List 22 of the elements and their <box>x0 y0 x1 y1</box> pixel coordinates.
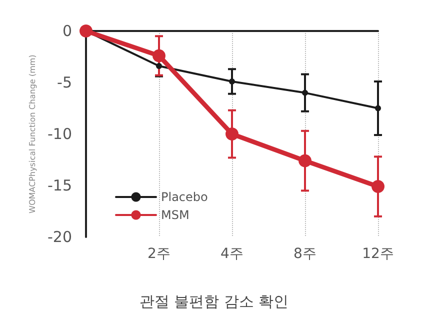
y-tick-label: -5 <box>57 74 72 92</box>
point <box>226 128 238 140</box>
x-tick-label: 4주 <box>220 246 244 262</box>
text: 관절 불편함 감소 확인 <box>139 292 289 310</box>
y-axis-title: WOMACPhysical Function Change (mm) <box>28 54 38 214</box>
y-tick-label: 0 <box>62 22 72 40</box>
point <box>298 154 312 168</box>
point <box>302 90 308 96</box>
x-tick-label: 2주 <box>148 246 170 262</box>
point <box>375 105 381 112</box>
x-tick-label: 8주 <box>294 246 316 262</box>
legend-label: Placebo <box>161 190 208 204</box>
point <box>372 180 384 194</box>
point <box>80 24 92 38</box>
y-tick-label: -10 <box>48 125 72 143</box>
y-tick-label: -15 <box>48 176 72 194</box>
legend-label: MSM <box>161 208 190 222</box>
y-tick-label: -20 <box>48 228 72 246</box>
x-tick-label: 12주 <box>362 246 394 262</box>
point <box>152 49 166 62</box>
point <box>229 78 235 84</box>
point <box>156 63 162 70</box>
